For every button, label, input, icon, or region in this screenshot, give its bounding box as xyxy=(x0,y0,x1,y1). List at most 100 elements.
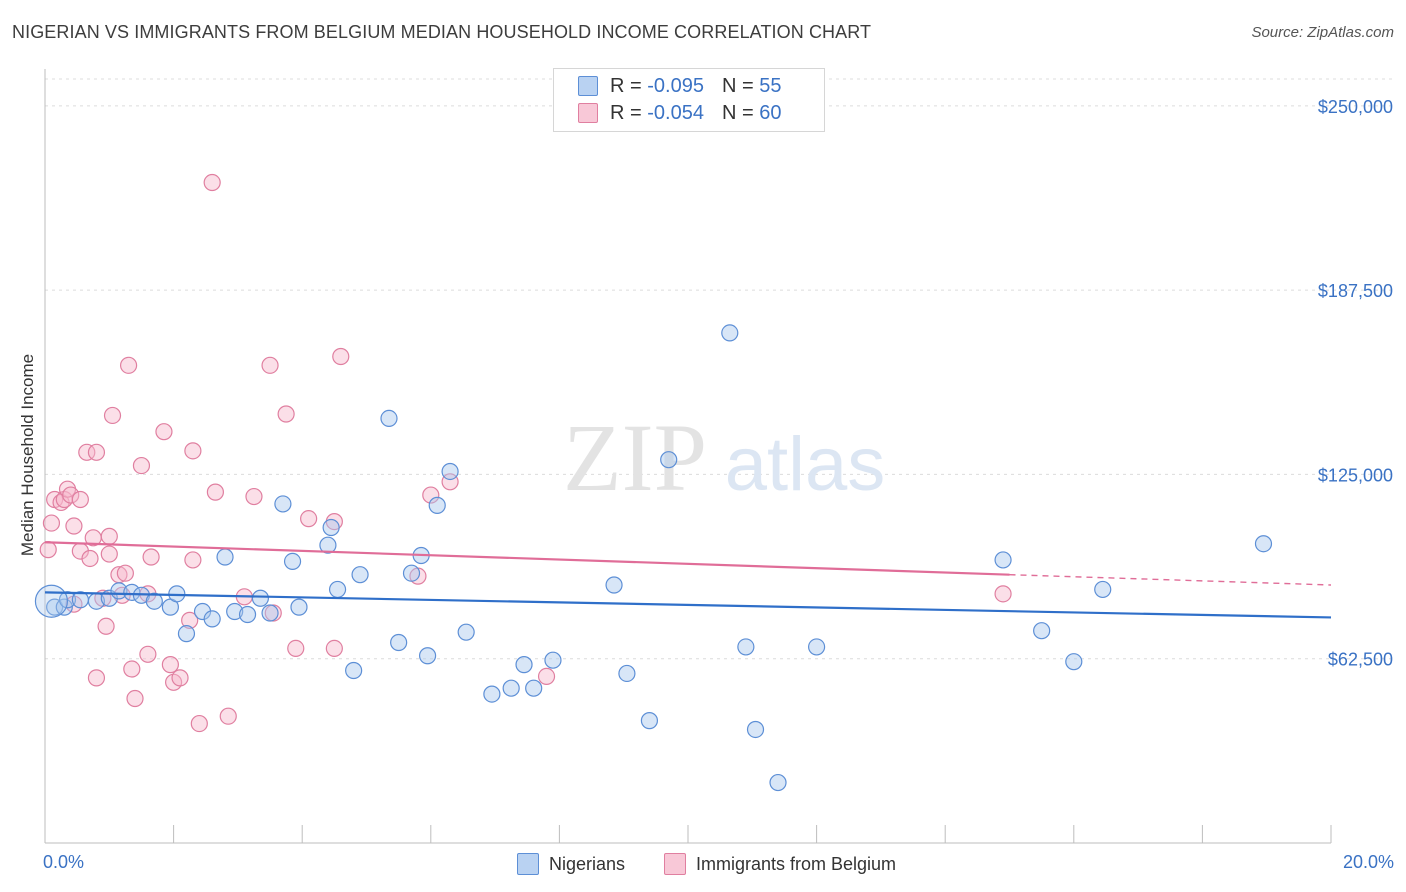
data-point xyxy=(322,518,340,537)
legend-swatch-belgium xyxy=(578,103,598,123)
data-point xyxy=(142,548,160,566)
data-point xyxy=(161,656,179,674)
data-point xyxy=(100,527,118,545)
data-point xyxy=(71,490,89,509)
data-point xyxy=(238,605,257,624)
legend-n-label: N = xyxy=(721,74,754,97)
series-belgium-points xyxy=(39,173,1012,733)
data-point xyxy=(1094,580,1112,599)
data-point xyxy=(1065,653,1083,671)
data-point xyxy=(441,462,459,481)
data-point xyxy=(261,604,279,622)
data-point xyxy=(81,549,99,568)
data-point xyxy=(283,552,302,571)
data-point xyxy=(345,661,363,680)
data-point xyxy=(994,585,1012,603)
legend-n-value: 55 xyxy=(759,74,782,97)
trend-lines xyxy=(44,541,1332,619)
data-point xyxy=(290,598,308,616)
watermark: ZIP atlas xyxy=(563,404,885,511)
gridlines xyxy=(45,78,1395,660)
data-point xyxy=(515,656,533,674)
data-point xyxy=(418,647,437,665)
trend-line-dashed-belgium xyxy=(1009,573,1332,586)
data-point xyxy=(226,602,244,621)
correlation-legend: R = -0.095 N = 55 R = -0.054 N = 60 xyxy=(553,68,825,132)
x-tick-label-min: 0.0% xyxy=(43,852,85,872)
data-point xyxy=(351,566,369,584)
data-point xyxy=(132,456,151,475)
legend-swatch-nigerians xyxy=(578,76,598,96)
data-point xyxy=(525,679,543,697)
bottom-legend-swatch-nigerians xyxy=(517,853,539,875)
bottom-legend-label-belgium: Immigrants from Belgium xyxy=(696,853,897,874)
data-point xyxy=(328,580,347,599)
data-point xyxy=(287,639,305,657)
data-point xyxy=(184,442,202,460)
data-point xyxy=(46,598,64,616)
data-point xyxy=(177,625,196,643)
data-point xyxy=(245,487,263,506)
legend-row-nigerians: R = -0.095 N = 55 xyxy=(578,74,781,98)
legend-n-label: N = xyxy=(721,101,754,124)
data-point xyxy=(380,409,398,428)
data-point xyxy=(402,564,421,582)
data-point xyxy=(206,483,224,501)
data-point xyxy=(116,564,134,582)
data-point xyxy=(97,617,115,635)
data-point xyxy=(544,651,562,669)
y-tick-label: $250,000 xyxy=(1318,97,1393,117)
data-point xyxy=(87,443,106,461)
bottom-legend-belgium: Immigrants from Belgium xyxy=(664,852,896,876)
axes xyxy=(44,69,1332,844)
data-point xyxy=(274,495,292,513)
y-tick-label: $62,500 xyxy=(1328,650,1393,670)
data-point xyxy=(746,720,765,739)
data-point xyxy=(390,633,408,652)
data-point xyxy=(251,589,270,607)
y-tick-label: $125,000 xyxy=(1318,465,1393,485)
data-point xyxy=(332,347,350,366)
data-point xyxy=(171,669,189,687)
data-point xyxy=(428,496,446,514)
data-point xyxy=(78,443,96,461)
trend-line-belgium xyxy=(44,541,1010,576)
data-point xyxy=(300,510,318,528)
data-point xyxy=(219,707,237,725)
data-point xyxy=(119,356,138,374)
data-point xyxy=(103,406,122,425)
data-point xyxy=(807,638,826,656)
watermark-atlas: atlas xyxy=(725,422,886,507)
data-point xyxy=(155,423,173,441)
legend-n-value: 60 xyxy=(759,101,782,124)
watermark-zip: ZIP xyxy=(563,404,707,511)
data-point xyxy=(216,548,234,566)
y-tick-labels: $62,500 $125,000 $187,500 $250,000 xyxy=(1318,97,1393,670)
bottom-legend-swatch-belgium xyxy=(664,853,686,875)
data-point xyxy=(184,551,202,569)
data-point xyxy=(640,712,659,730)
data-point xyxy=(190,714,208,733)
data-point xyxy=(457,623,475,641)
data-point xyxy=(39,541,57,559)
y-tick-label: $187,500 xyxy=(1318,281,1393,301)
data-point xyxy=(203,610,221,628)
data-point xyxy=(660,451,678,469)
chart-title: NIGERIAN VS IMMIGRANTS FROM BELGIUM MEDI… xyxy=(12,22,872,42)
trend-line-nigerians xyxy=(44,591,1332,619)
data-point xyxy=(87,669,106,687)
data-point xyxy=(721,324,739,342)
bottom-legend-nigerians: Nigerians xyxy=(517,852,625,876)
data-point xyxy=(145,592,163,610)
legend-r-value: -0.095 xyxy=(647,74,704,97)
legend-r-label: R = xyxy=(610,74,642,97)
data-point xyxy=(1033,622,1051,640)
data-point xyxy=(319,536,337,554)
data-point xyxy=(605,576,623,594)
data-point xyxy=(34,584,69,618)
data-point xyxy=(65,517,83,535)
data-point xyxy=(203,173,221,192)
data-point xyxy=(769,773,787,792)
legend-r-value: -0.054 xyxy=(647,101,704,124)
data-point xyxy=(181,611,199,629)
